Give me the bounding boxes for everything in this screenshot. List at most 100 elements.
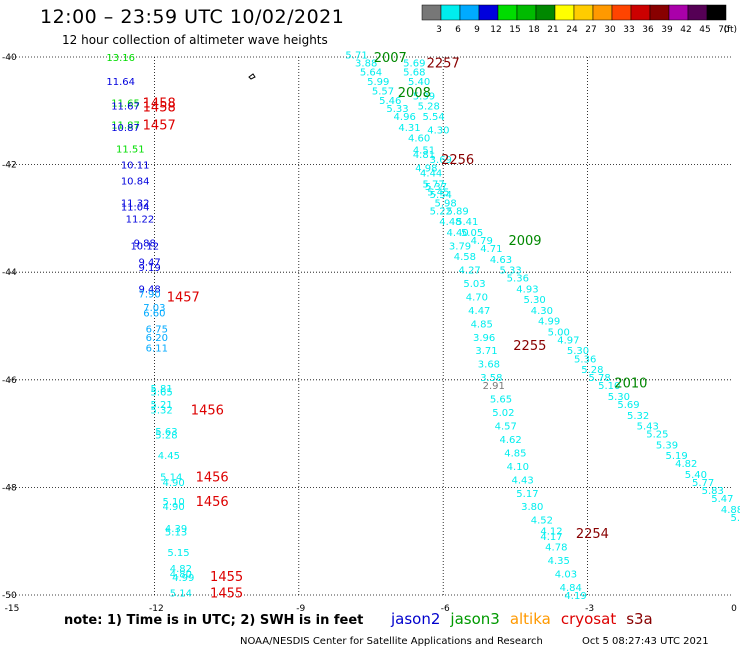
pass-time-label: 1456 <box>196 471 229 486</box>
pass-time-label: 2256 <box>441 153 474 168</box>
colorbar-swatch <box>611 4 632 21</box>
wave-height-value: 4.51 <box>413 146 435 157</box>
wave-height-value: 5.28 <box>581 365 603 376</box>
wave-height-value: 5.54 <box>430 190 452 201</box>
legend-cryosat: cryosat <box>560 610 617 628</box>
wave-height-value: 5.03 <box>463 279 485 290</box>
x-tick-label: 0 <box>731 604 737 614</box>
x-tick-label: -3 <box>585 604 594 614</box>
wave-height-value: 5.83 <box>702 486 724 497</box>
wave-height-value: 5.28 <box>418 101 440 112</box>
wave-height-value: 11.22 <box>126 214 155 225</box>
wave-height-value: 5.81 <box>150 384 172 395</box>
wave-height-value: 3.80 <box>521 502 543 513</box>
wave-height-value: 4.30 <box>531 306 553 317</box>
colorbar-swatch <box>706 4 727 21</box>
wave-height-value: 5.77 <box>422 179 444 190</box>
pass-time-label: 1458 <box>143 100 176 115</box>
wave-height-value: 9.88 <box>134 239 156 250</box>
wave-height-value: 5.54 <box>422 112 444 123</box>
wave-height-value: 4.17 <box>540 532 562 543</box>
wave-height-value: 5.14 <box>160 473 182 484</box>
wave-height-value: 6.60 <box>143 309 165 320</box>
wave-height-value: 5.89 <box>447 206 469 217</box>
pass-time-label: 1456 <box>196 495 229 510</box>
wave-height-value: 10.12 <box>130 241 159 252</box>
pass-time-label: 2010 <box>614 376 647 391</box>
wave-height-value: 5.05 <box>461 228 483 239</box>
wave-height-value: 5.37 <box>425 182 447 193</box>
wave-height-value: 10.11 <box>121 161 150 172</box>
wave-height-value: 5.28 <box>155 431 177 442</box>
wave-height-value: 5.41 <box>456 217 478 228</box>
wave-height-value: 3.58 <box>480 373 502 384</box>
wave-height-value: 5.39 <box>656 440 678 451</box>
pass-time-label: 2007 <box>374 51 407 66</box>
wave-height-value: 4.81 <box>413 150 435 161</box>
wave-height-value: 4.63 <box>490 255 512 266</box>
colorbar-tick-label: 33 <box>623 25 634 35</box>
generated-timestamp: Oct 5 08:27:43 UTC 2021 <box>582 636 709 647</box>
wave-height-value: 4.12 <box>540 526 562 537</box>
wave-height-value: 7.90 <box>138 290 160 301</box>
wave-height-value: 4.99 <box>172 573 194 584</box>
wave-height-value: 5.10 <box>598 381 620 392</box>
wave-height-value: 5.00 <box>548 327 570 338</box>
wave-height-value: 5.46 <box>379 96 401 107</box>
wave-height-value: 13.16 <box>106 53 135 64</box>
wave-height-value: 4.27 <box>459 266 481 277</box>
colorbar-swatch <box>421 4 442 21</box>
wave-height-value: 5.36 <box>507 274 529 285</box>
satellite-legend: jason2 jason3 altika cryosat s3a <box>391 610 663 628</box>
wave-height-value: 5.65 <box>150 388 172 399</box>
colorbar-tick-label: 12 <box>490 25 501 35</box>
colorbar-swatch <box>649 4 670 21</box>
colorbar-tick-label: 42 <box>680 25 691 35</box>
wave-height-value: 5.69 <box>617 400 639 411</box>
x-tick-label: -6 <box>441 604 450 614</box>
colorbar-tick-label: 70 <box>718 25 730 35</box>
wave-height-value: 4.84 <box>560 583 582 594</box>
wave-height-value: 4.39 <box>165 524 187 535</box>
wave-height-value: 5.14 <box>170 588 192 599</box>
wave-height-value: 10.87 <box>111 123 140 134</box>
colorbar-tick-label: 30 <box>604 25 616 35</box>
footer-note: note: 1) Time is in UTC; 2) SWH is in fe… <box>64 613 364 628</box>
plot-axes: -15 -12 -9 -6 -3 0 -40 -42 -44 -46 -48 -50 <box>2 53 737 614</box>
wave-height-value: 4.45 <box>158 451 180 462</box>
colorbar-swatch <box>630 4 651 21</box>
wave-height-value: 5.25 <box>646 430 668 441</box>
wave-height-value: 4.44 <box>420 169 442 180</box>
wave-height-value: 11.64 <box>106 77 135 88</box>
wave-height-value: 5.43 <box>637 422 659 433</box>
pass-time-label: 2254 <box>576 527 609 542</box>
wave-height-value: 5.22 <box>430 206 452 217</box>
pass-time-label: 2257 <box>427 56 460 71</box>
wave-height-value: 5.64 <box>360 68 382 79</box>
colorbar-tick-label: 15 <box>509 25 520 35</box>
wave-height-value: 10.84 <box>121 177 150 188</box>
wave-height-value: 5.57 <box>372 86 394 97</box>
wave-height-value: 5.30 <box>567 346 589 357</box>
wave-height-value: 11.51 <box>116 144 145 155</box>
pass-time-label: 1455 <box>210 570 243 585</box>
wave-height-value: 4.96 <box>394 112 416 123</box>
wave-height-value: 11.67 <box>111 101 140 112</box>
wave-height-value: 9.19 <box>138 263 160 274</box>
wave-height-value: 3.88 <box>355 58 377 69</box>
wave-height-value: 4.99 <box>538 317 560 328</box>
wave-height-value: 4.58 <box>454 252 476 263</box>
pass-time-label: 1457 <box>143 118 176 133</box>
wave-height-value: 4.60 <box>408 134 430 145</box>
wave-height-value: 4.82 <box>675 459 697 470</box>
wave-height-value: 5.13 <box>165 528 187 539</box>
legend-jason2: jason2 <box>391 610 441 628</box>
pass-time-label: 1457 <box>167 290 200 305</box>
legend-altika: altika <box>509 610 551 628</box>
wave-height-value: 4.79 <box>471 236 493 247</box>
wave-height-value: 4.82 <box>170 564 192 575</box>
pass-time-label: 2009 <box>508 234 541 249</box>
wave-height-value: 4.85 <box>471 319 493 330</box>
y-tick-label: -46 <box>2 376 17 386</box>
